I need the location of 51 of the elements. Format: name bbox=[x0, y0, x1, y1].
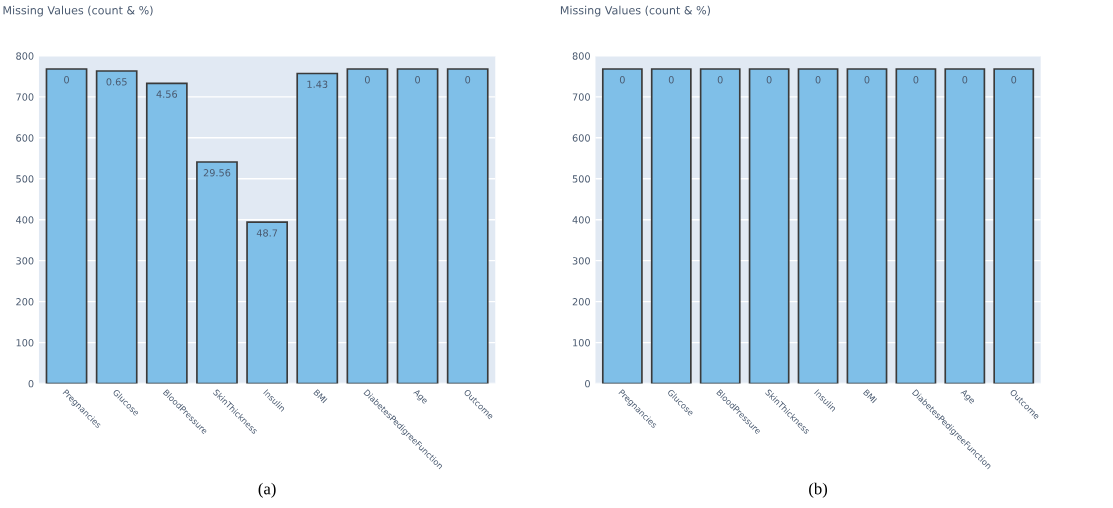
y-tick-label: 0 bbox=[28, 380, 34, 388]
y-tick-label: 200 bbox=[572, 298, 590, 306]
y-tick-label: 700 bbox=[16, 93, 34, 101]
y-tick-label: 500 bbox=[572, 175, 590, 183]
y-tick-label: 800 bbox=[572, 52, 590, 60]
annotation: 0.65 bbox=[106, 78, 127, 86]
text: (b) bbox=[809, 482, 828, 498]
y-tick-label: 400 bbox=[572, 216, 590, 224]
y-tick-label: 300 bbox=[16, 257, 34, 265]
y-tick-label: 0 bbox=[585, 380, 590, 388]
x-tick-label: BMI bbox=[863, 389, 878, 404]
annotation: 0 bbox=[913, 76, 919, 84]
bar bbox=[145, 82, 188, 384]
annotation: 0 bbox=[64, 76, 69, 84]
bar bbox=[296, 72, 339, 384]
x-tick-label: BMI bbox=[313, 389, 328, 404]
annotation: 0 bbox=[864, 76, 870, 84]
annotation: 48.7 bbox=[256, 229, 278, 237]
y-tick-label: 600 bbox=[572, 134, 590, 142]
annotation: 1.43 bbox=[307, 80, 328, 88]
annotation: 4.56 bbox=[156, 90, 178, 98]
annotation: 0 bbox=[619, 76, 625, 84]
y-tick-label: 200 bbox=[16, 298, 34, 306]
annotation: 0 bbox=[815, 76, 821, 84]
bar bbox=[446, 68, 489, 384]
annotation: 29.56 bbox=[203, 169, 231, 177]
annotation: 0 bbox=[415, 76, 421, 84]
y-tick-label: 800 bbox=[16, 52, 34, 60]
y-tick-label: 500 bbox=[16, 175, 34, 183]
annotation: 0 bbox=[465, 76, 471, 84]
y-tick-label: 700 bbox=[572, 93, 590, 101]
annotation: 0 bbox=[668, 76, 674, 84]
bar bbox=[45, 68, 88, 384]
annotation: 0 bbox=[962, 76, 968, 84]
bar bbox=[196, 161, 238, 384]
annotation: 0 bbox=[364, 76, 370, 84]
bar bbox=[396, 68, 439, 384]
y-tick-label: 600 bbox=[16, 134, 34, 142]
bar bbox=[346, 68, 389, 384]
chart-title: Missing Values (count & %) bbox=[560, 5, 710, 17]
annotation: 0 bbox=[1011, 76, 1017, 84]
annotation: 0 bbox=[717, 76, 723, 84]
bar bbox=[246, 221, 289, 384]
y-tick-label: 300 bbox=[572, 257, 590, 265]
text: (a) bbox=[258, 482, 276, 498]
y-tick-label: 100 bbox=[573, 339, 590, 347]
y-tick-label: 400 bbox=[16, 216, 34, 224]
bar bbox=[95, 70, 138, 384]
y-tick-label: 100 bbox=[16, 339, 34, 347]
chart-title: Missing Values (count & %) bbox=[3, 5, 153, 17]
annotation: 0 bbox=[766, 76, 772, 84]
